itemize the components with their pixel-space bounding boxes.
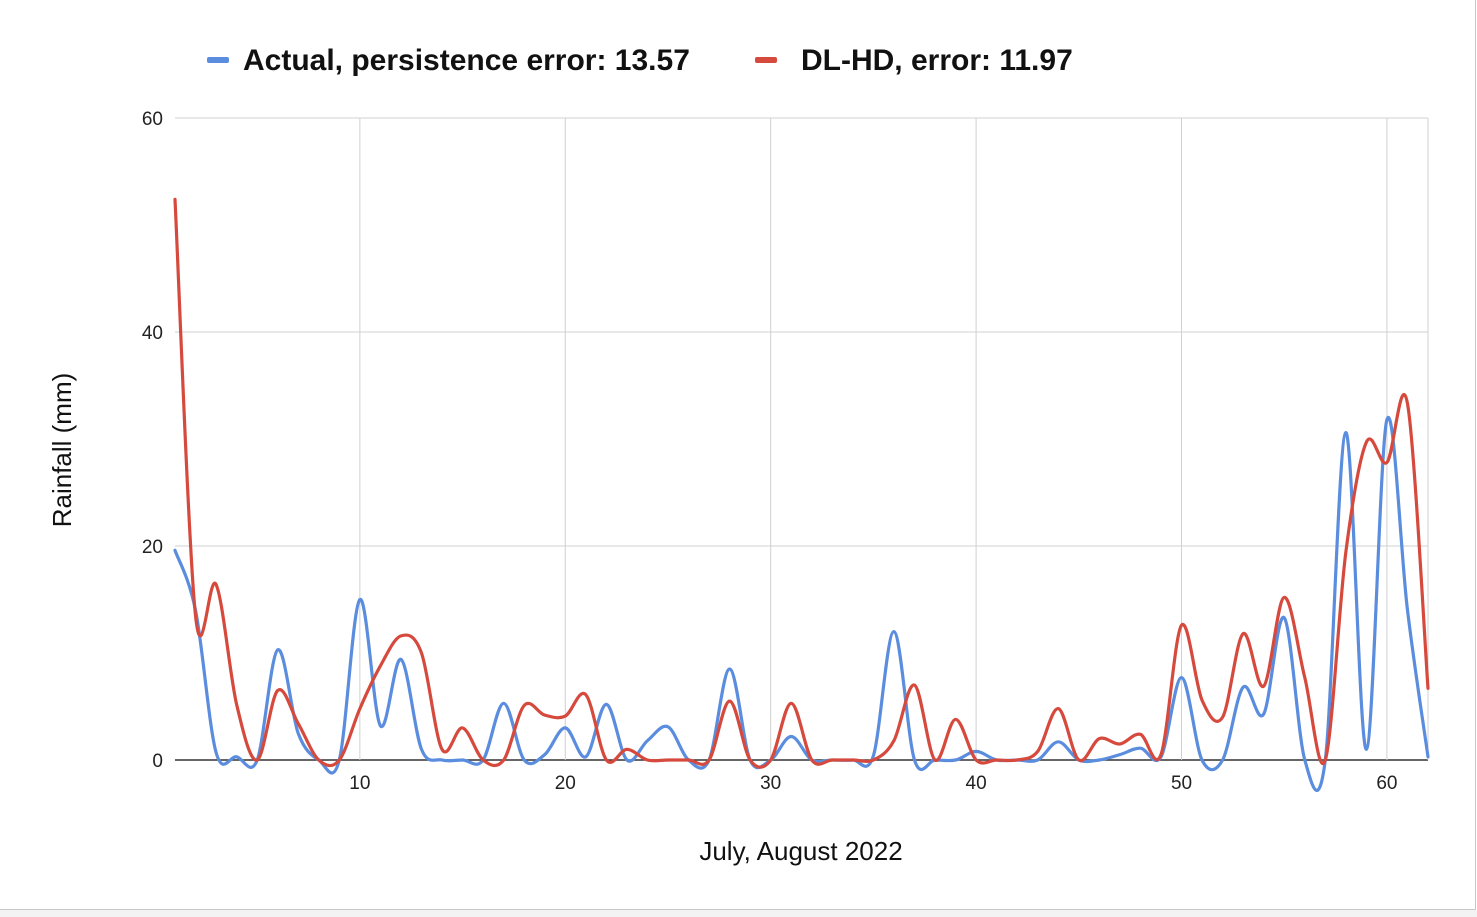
x-tick-label-50: 50 [1171, 773, 1192, 794]
series-line-dl-hd [173, 197, 1430, 769]
y-tick-label-0: 0 [152, 751, 163, 772]
x-tick-label-40: 40 [966, 773, 987, 794]
series-line-actual [173, 415, 1430, 792]
y-tick-label-40: 40 [142, 323, 163, 344]
x-tick-label-20: 20 [555, 773, 576, 794]
legend-swatch-actual [207, 57, 229, 63]
y-tick-label-20: 20 [142, 537, 163, 558]
tick-labels: 0 20 40 60 10 20 30 40 50 60 [142, 109, 1398, 794]
legend-label-dl-hd: DL-HD, error: 11.97 [801, 44, 1073, 77]
y-axis-title: Rainfall (mm) [47, 373, 77, 528]
bottom-edge-strip [0, 910, 1477, 917]
gridlines [175, 117, 1429, 761]
legend-label-actual: Actual, persistence error: 13.57 [243, 44, 690, 77]
series-lines [173, 197, 1430, 792]
legend-swatch-dl-hd [755, 57, 777, 63]
y-tick-label-60: 60 [142, 109, 163, 130]
legend: Actual, persistence error: 13.57 DL-HD, … [207, 44, 1073, 77]
x-tick-label-30: 30 [760, 773, 781, 794]
x-tick-label-60: 60 [1376, 773, 1397, 794]
x-tick-label-10: 10 [349, 773, 370, 794]
x-axis-title: July, August 2022 [699, 836, 902, 866]
